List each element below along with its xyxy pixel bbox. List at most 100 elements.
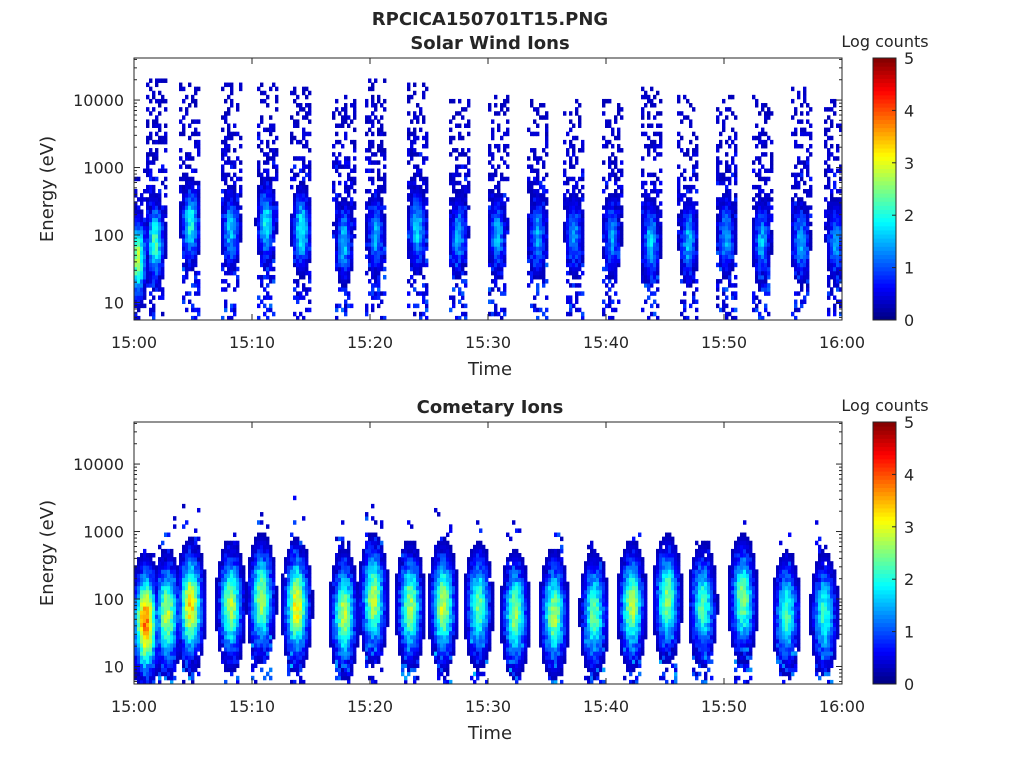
heatmap-cell xyxy=(416,234,420,239)
heatmap-cell xyxy=(227,160,231,165)
heatmap-cell xyxy=(158,213,162,219)
heatmap-cell xyxy=(641,131,645,137)
heatmap-cell xyxy=(797,172,801,178)
heatmap-cell xyxy=(275,152,279,157)
heatmap-cell xyxy=(239,82,243,88)
heatmap-cell xyxy=(497,254,501,259)
heatmap-cell xyxy=(464,250,468,255)
heatmap-cell xyxy=(197,148,201,153)
heatmap-cell xyxy=(170,647,174,652)
heatmap-cell xyxy=(542,160,546,165)
heatmap-cell xyxy=(794,266,798,272)
heatmap-cell xyxy=(830,197,834,202)
heatmap-cell xyxy=(146,238,150,243)
heatmap-cell xyxy=(179,573,183,578)
heatmap-cell xyxy=(152,201,156,206)
heatmap-cell xyxy=(260,234,264,239)
heatmap-cell xyxy=(764,217,768,223)
heatmap-cell xyxy=(140,618,144,623)
heatmap-cell xyxy=(296,119,300,124)
heatmap-cell xyxy=(728,266,732,272)
heatmap-cell xyxy=(146,626,150,632)
heatmap-cell xyxy=(611,160,615,165)
heatmap-cell xyxy=(683,279,687,284)
heatmap-cell xyxy=(338,287,342,292)
heatmap-cell xyxy=(161,291,165,296)
heatmap-cell xyxy=(722,254,726,259)
heatmap-cell xyxy=(164,131,168,137)
heatmap-cell xyxy=(197,242,201,247)
heatmap-cell xyxy=(266,201,270,206)
heatmap-cell xyxy=(647,209,651,214)
heatmap-cell xyxy=(155,152,159,157)
heatmap-cell xyxy=(143,573,147,578)
heatmap-cell xyxy=(797,270,801,276)
heatmap-cell xyxy=(161,254,165,259)
heatmap-cell xyxy=(764,180,768,186)
heatmap-cell xyxy=(491,225,495,231)
heatmap-cell xyxy=(374,107,378,112)
heatmap-cell xyxy=(140,197,144,202)
heatmap-cell xyxy=(839,127,843,133)
heatmap-cell xyxy=(197,152,201,157)
heatmap-cell xyxy=(530,213,534,219)
heatmap-cell xyxy=(407,238,411,243)
heatmap-cell xyxy=(503,209,507,214)
heatmap-cell xyxy=(179,647,183,652)
heatmap-cell xyxy=(824,209,828,214)
heatmap-cell xyxy=(425,184,429,190)
heatmap-cell xyxy=(797,119,801,124)
heatmap-cell xyxy=(257,172,261,178)
heatmap-cell xyxy=(533,156,537,161)
heatmap-cell xyxy=(731,246,735,251)
heatmap-cell xyxy=(833,111,837,116)
heatmap-cell xyxy=(734,176,738,182)
heatmap-cell xyxy=(656,303,660,309)
heatmap-cell xyxy=(146,234,150,239)
heatmap-cell xyxy=(830,209,834,214)
heatmap-cell xyxy=(413,135,417,141)
heatmap-cell xyxy=(149,299,153,305)
heatmap-cell xyxy=(191,197,195,202)
heatmap-cell xyxy=(197,291,201,296)
heatmap-cell xyxy=(410,254,414,259)
heatmap-cell xyxy=(335,201,339,206)
heatmap-cell xyxy=(491,156,495,161)
heatmap-cell xyxy=(335,229,339,235)
heatmap-cell xyxy=(275,217,279,223)
heatmap-cell xyxy=(353,164,357,169)
heatmap-cell xyxy=(350,197,354,202)
heatmap-cell xyxy=(188,291,192,296)
heatmap-cell xyxy=(536,246,540,251)
heatmap-cell xyxy=(488,213,492,219)
heatmap-cell xyxy=(530,148,534,153)
heatmap-cell xyxy=(416,266,420,272)
heatmap-cell xyxy=(152,270,156,276)
heatmap-cell xyxy=(158,671,162,677)
heatmap-cell xyxy=(197,197,201,202)
heatmap-cell xyxy=(368,279,372,284)
heatmap-cell xyxy=(752,168,756,174)
heatmap-cell xyxy=(257,197,261,202)
heatmap-cell xyxy=(425,225,429,231)
heatmap-cell xyxy=(296,229,300,235)
heatmap-cell xyxy=(770,189,774,194)
heatmap-cell xyxy=(692,250,696,255)
heatmap-cell xyxy=(677,217,681,223)
heatmap-cell xyxy=(452,217,456,223)
heatmap-cell xyxy=(830,258,834,264)
heatmap-cell xyxy=(608,299,612,305)
heatmap-cell xyxy=(134,258,138,264)
heatmap-cell xyxy=(260,225,264,231)
heatmap-cell xyxy=(293,221,297,227)
heatmap-cell xyxy=(146,593,150,599)
heatmap-cell xyxy=(728,238,732,243)
heatmap-cell xyxy=(536,229,540,235)
heatmap-cell xyxy=(758,287,762,292)
heatmap-cell xyxy=(152,205,156,210)
heatmap-cell xyxy=(731,295,735,300)
heatmap-cell xyxy=(641,156,645,161)
heatmap-cell xyxy=(806,246,810,251)
heatmap-cell xyxy=(425,189,429,194)
heatmap-cell xyxy=(755,156,759,161)
